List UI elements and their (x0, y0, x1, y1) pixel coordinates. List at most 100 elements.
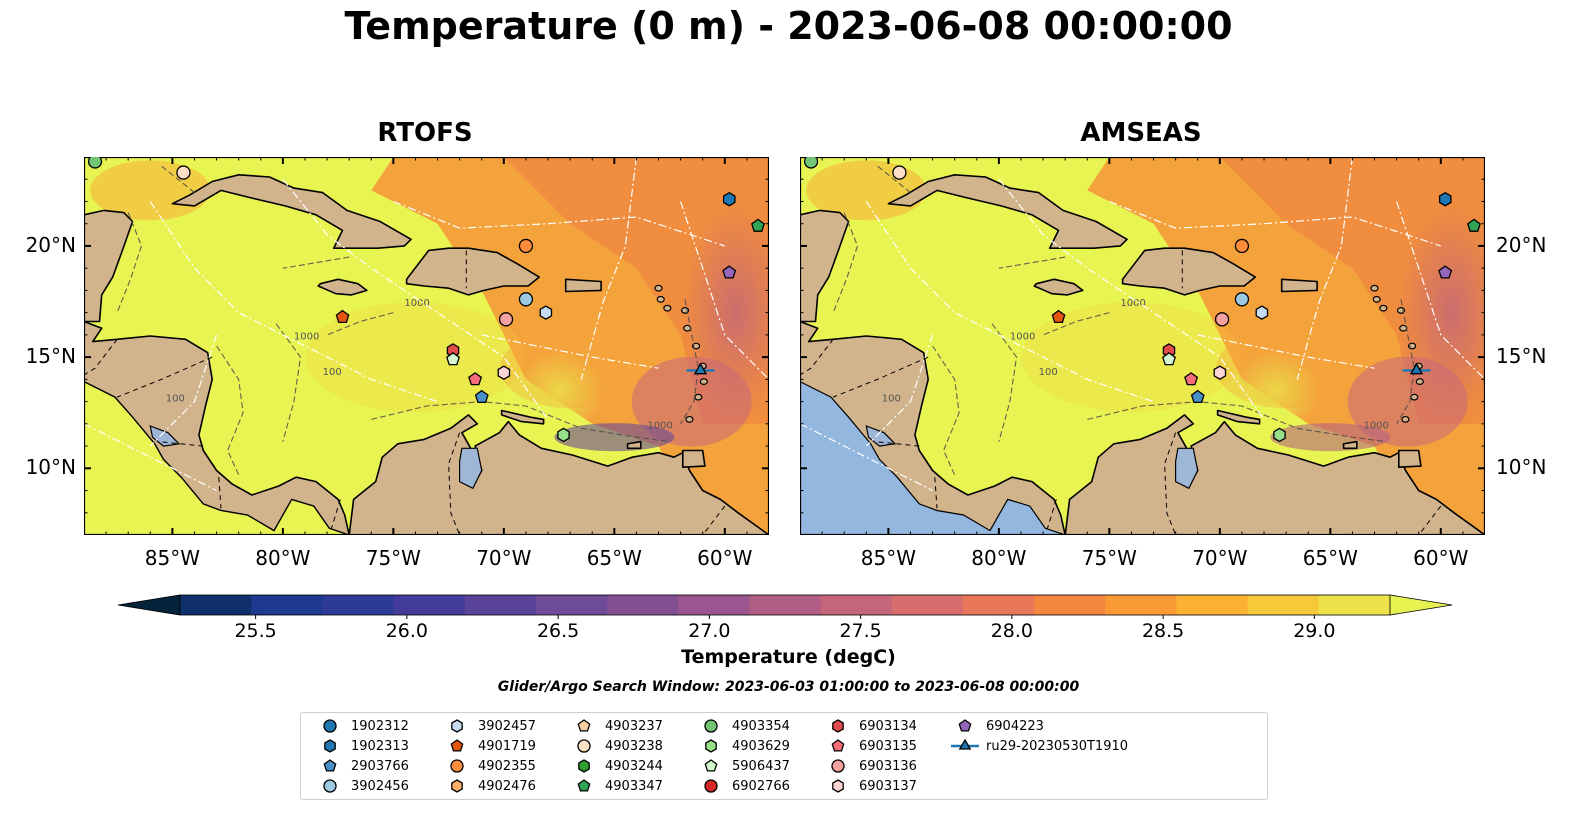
pentagon-marker-icon (450, 739, 464, 752)
platform-marker[interactable] (1467, 218, 1481, 232)
island-lesser-antilles (1410, 393, 1419, 401)
platform-marker[interactable] (892, 165, 907, 180)
platform-marker[interactable] (803, 157, 819, 169)
platform-marker[interactable] (1051, 309, 1066, 324)
land-trinidad (1397, 449, 1422, 469)
map-panel-rtofs[interactable]: 1000 100 1000 100 1000 (84, 157, 769, 535)
platform-marker[interactable] (497, 365, 511, 380)
land-margarita (626, 440, 642, 450)
island-lesser-antilles (1370, 284, 1379, 292)
legend-label: 4903237 (605, 718, 663, 734)
triangle-line-marker-icon (951, 738, 979, 750)
country-borders (84, 250, 726, 535)
map-panel-amseas[interactable]: 1000 100 1000 100 1000 (800, 157, 1485, 535)
island-lesser-antilles (699, 378, 708, 385)
panel-title-rtofs: RTOFS (377, 118, 473, 148)
platform-marker[interactable] (722, 265, 737, 279)
land-yucatan (800, 209, 850, 323)
island-lesser-antilles (654, 284, 663, 292)
platform-marker[interactable] (176, 165, 191, 180)
land-puertorico (1280, 278, 1318, 293)
platform-marker[interactable] (498, 312, 514, 327)
platform-marker[interactable] (557, 427, 570, 443)
legend-label: 4903238 (605, 738, 663, 754)
colorbar-tick-label: 26.0 (385, 620, 429, 642)
contour-label: 1000 (647, 420, 672, 431)
land-curacao (500, 409, 545, 425)
legend-label: 2903766 (351, 758, 409, 774)
legend-label: 4902355 (478, 758, 536, 774)
platform-marker[interactable] (1214, 312, 1230, 327)
lat-tick-label-left: 15°N (25, 344, 76, 369)
platform-marker[interactable] (474, 389, 489, 404)
platform-marker[interactable] (1402, 362, 1431, 375)
platform-marker[interactable] (751, 218, 765, 232)
island-lesser-antilles (694, 393, 703, 401)
platform-marker[interactable] (722, 191, 736, 207)
pentagon-marker-icon (704, 759, 718, 772)
pentagon-marker-icon (577, 779, 591, 792)
frame-ticks (800, 157, 1485, 535)
legend-label: 6903136 (859, 758, 917, 774)
land-south (1064, 414, 1485, 535)
legend-label: 4901719 (478, 738, 536, 754)
lon-tick-label: 80°W (255, 546, 311, 570)
island-lesser-antilles (663, 304, 672, 312)
land-puertorico (564, 278, 602, 293)
pacific-ocean (84, 380, 350, 535)
legend-label: 1902313 (351, 738, 409, 754)
lon-tick-label: 70°W (1192, 546, 1248, 570)
platform-marker[interactable] (335, 309, 350, 324)
land-cuba (887, 173, 1128, 249)
land-cuba (171, 173, 412, 249)
platform-marker[interactable] (1255, 305, 1269, 320)
hexagon-marker-icon (451, 779, 463, 793)
legend-item: 6902766 (694, 776, 790, 796)
platform-marker[interactable] (87, 157, 103, 169)
island-lesser-antilles (685, 415, 694, 423)
platform-marker[interactable] (686, 362, 715, 375)
platform-marker[interactable] (1162, 351, 1176, 366)
legend-label: 4902476 (478, 778, 536, 794)
circle-marker-icon (323, 779, 337, 793)
platform-marker[interactable] (1234, 292, 1250, 307)
platform-marker[interactable] (1438, 191, 1452, 207)
platform-marker[interactable] (446, 351, 460, 366)
legend-item: 6904223 (948, 716, 1044, 736)
platform-marker[interactable] (539, 305, 553, 320)
legend-item: 6903136 (821, 756, 917, 776)
platform-marker[interactable] (518, 292, 534, 307)
platform-marker[interactable] (1273, 427, 1286, 443)
lat-tick-label-left: 20°N (25, 232, 76, 257)
pentagon-marker-icon (958, 719, 972, 732)
eez-boundaries (84, 157, 769, 492)
platform-marker[interactable] (468, 372, 483, 386)
eez-boundaries (800, 157, 1485, 492)
pentagon-marker-icon (323, 759, 337, 772)
lon-tick-label: 65°W (1302, 546, 1358, 570)
land-jamaica (1033, 278, 1084, 296)
platform-marker[interactable] (1190, 389, 1205, 404)
legend-label: 6902766 (732, 778, 790, 794)
platform-marker[interactable] (1213, 365, 1227, 380)
colorbar-tick-label: 27.5 (839, 620, 882, 642)
platform-marker[interactable] (518, 238, 534, 254)
land-south (348, 414, 769, 535)
legend-label: 1902312 (351, 718, 409, 734)
legend-label: 6903134 (859, 718, 917, 734)
panel-title-amseas: AMSEAS (1080, 118, 1202, 148)
lat-tick-label-right: 20°N (1496, 232, 1547, 257)
platform-marker[interactable] (1184, 372, 1199, 386)
island-lesser-antilles (656, 295, 665, 303)
legend-label: 6904223 (986, 718, 1044, 734)
contour-label: 1000 (404, 298, 429, 309)
platform-marker[interactable] (1234, 238, 1250, 254)
search-window-caption: Glider/Argo Search Window: 2023-06-03 01… (497, 679, 1080, 695)
legend-item: 4903347 (567, 776, 663, 796)
lat-tick-label-right: 10°N (1496, 455, 1547, 480)
lon-tick-label: 75°W (1081, 546, 1137, 570)
island-lesser-antilles (1401, 415, 1410, 423)
platform-marker[interactable] (1438, 265, 1453, 279)
legend-label: 4903347 (605, 778, 663, 794)
circle-marker-icon (704, 779, 718, 793)
